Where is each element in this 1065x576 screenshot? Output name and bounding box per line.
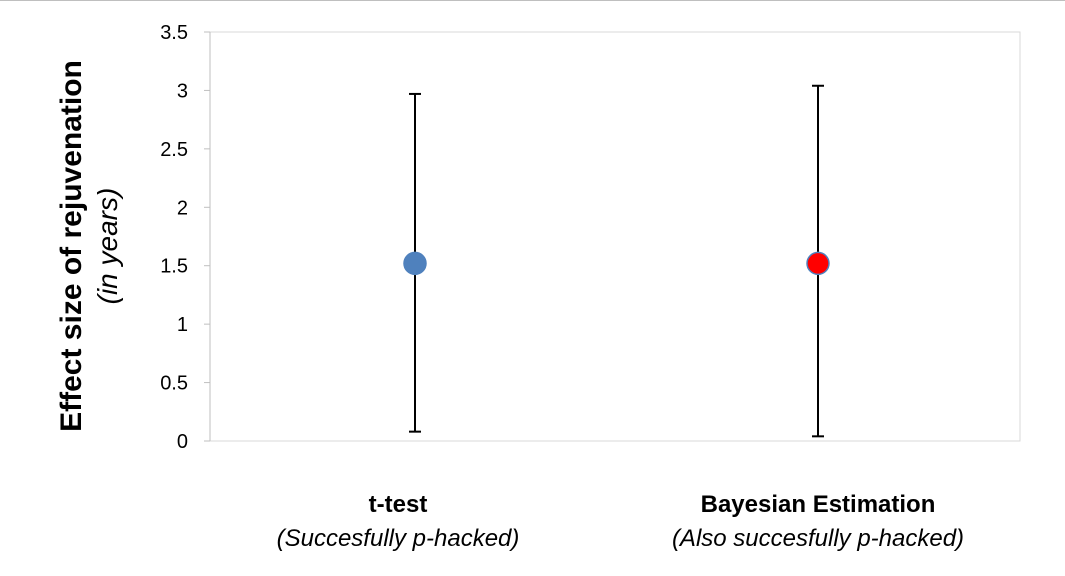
- plot-border: [209, 31, 1021, 442]
- data-point: [403, 251, 427, 276]
- y-tick-label: 0.5: [160, 373, 188, 395]
- category-note: (Also succesfully p-hacked): [671, 525, 965, 552]
- top-rule: [0, 0, 1065, 1]
- y-tick-label: 2.5: [160, 139, 188, 161]
- y-tick-label: 1.5: [160, 256, 188, 278]
- y-tick-label: 0: [177, 431, 188, 453]
- y-tick-label: 3.5: [160, 22, 188, 44]
- category-label-bayesian: Bayesian Estimation (Also succesfully p-…: [608, 488, 1028, 556]
- y-tick-label: 1: [177, 314, 188, 336]
- category-name: Bayesian Estimation: [700, 491, 936, 518]
- y-tick-label: 2: [177, 197, 188, 219]
- category-note: (Succesfully p-hacked): [276, 525, 520, 552]
- data-point: [806, 251, 830, 276]
- category-label-t-test: t-test (Succesfully p-hacked): [188, 488, 608, 556]
- data-marks: [403, 84, 830, 438]
- y-ticks: 0 0.5 1 1.5 2 2.5 3 3.5: [160, 22, 210, 453]
- y-tick-label: 3: [177, 80, 188, 102]
- category-name: t-test: [368, 491, 428, 518]
